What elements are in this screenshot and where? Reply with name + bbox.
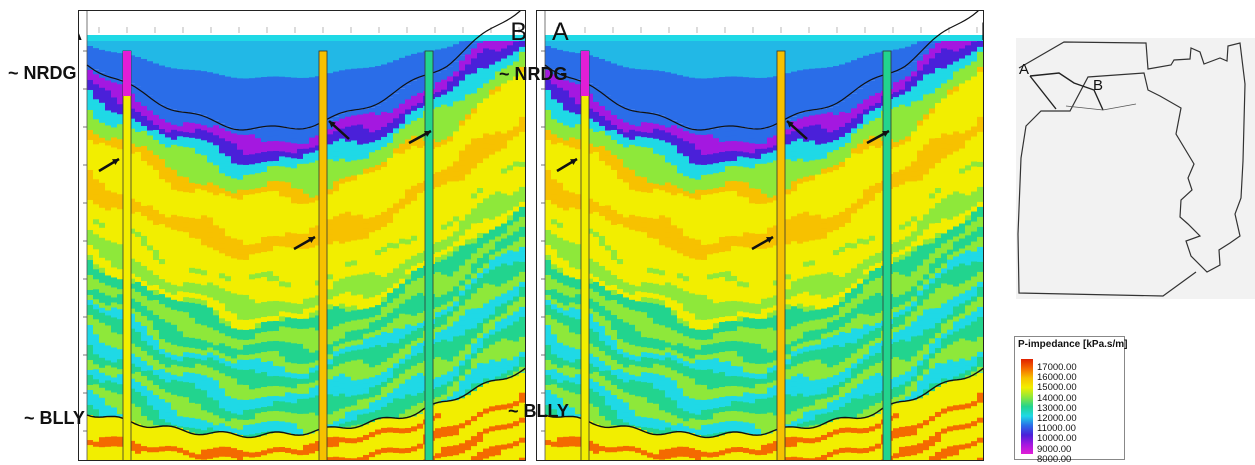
legend-value: 10000.00 xyxy=(1037,434,1077,444)
horizon-label-bottom-left: ~ BLLY xyxy=(24,408,85,429)
horizon-label-bottom-right: ~ BLLY xyxy=(508,401,569,422)
survey-outline-map: A B xyxy=(1016,38,1255,299)
colorbar-legend: P-impedance [kPa.s/m] 17000.00 16000.00 … xyxy=(1014,336,1125,460)
seismic-section-right: A B xyxy=(536,10,984,461)
section-end-label-left: B xyxy=(510,18,526,47)
horizon-label-top-right: ~ NRDG xyxy=(499,64,568,85)
horizon-label-top-left: ~ NRDG xyxy=(8,63,77,84)
section-line-branch xyxy=(1030,76,1056,109)
map-point-b: B xyxy=(1093,77,1103,94)
map-point-a: A xyxy=(1019,61,1029,78)
section-start-label-right: A xyxy=(552,18,569,47)
section-end-label-right: B xyxy=(980,18,984,47)
survey-boundary xyxy=(1016,38,1255,299)
legend-value: 8000.00 xyxy=(1037,455,1077,465)
seismic-section-left: A B xyxy=(78,10,526,461)
legend-title: P-impedance [kPa.s/m] xyxy=(1018,339,1127,350)
boundary-outline xyxy=(1018,42,1245,296)
impedance-section-right xyxy=(537,11,984,461)
colorbar xyxy=(1021,359,1033,454)
legend-value-list: 17000.00 16000.00 15000.00 14000.00 1300… xyxy=(1037,363,1077,465)
impedance-section-left xyxy=(79,11,526,461)
section-start-label-left: A xyxy=(78,18,82,47)
